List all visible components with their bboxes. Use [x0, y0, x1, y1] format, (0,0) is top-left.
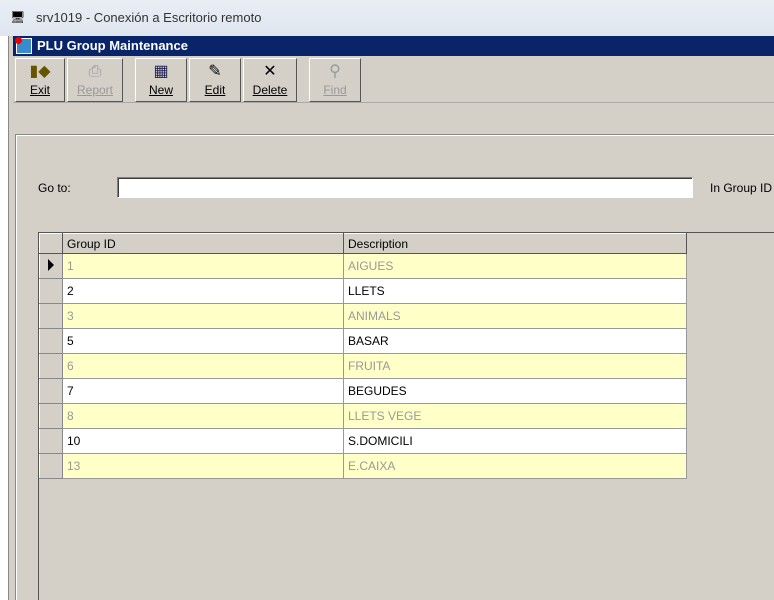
cell-group-id[interactable]: 3	[62, 303, 344, 329]
cell-group-id[interactable]: 8	[62, 403, 344, 429]
cell-group-id[interactable]: 1	[62, 253, 344, 279]
cell-description[interactable]: BASAR	[343, 328, 687, 354]
cell-description[interactable]: S.DOMICILI	[343, 428, 687, 454]
row-indicator[interactable]	[39, 253, 63, 279]
table-row[interactable]: 2 LLETS	[39, 278, 687, 304]
row-indicator[interactable]	[39, 403, 63, 429]
background-window-edge	[8, 36, 13, 600]
remote-desktop-icon: 🖥	[10, 10, 26, 24]
content-panel	[15, 134, 774, 600]
rdp-title: srv1019 - Conexión a Escritorio remoto	[36, 10, 262, 25]
row-indicator[interactable]	[39, 278, 63, 304]
plu-group-window: PLU Group Maintenance ▮◆ Exit ⎙ Report ▦ Ne…	[13, 36, 774, 600]
cell-description[interactable]: FRUITA	[343, 353, 687, 379]
delete-x-icon: ✕	[263, 63, 277, 80]
row-indicator[interactable]	[39, 353, 63, 379]
table-row[interactable]: 3 ANIMALS	[39, 303, 687, 329]
cell-group-id[interactable]: 5	[62, 328, 344, 354]
binoculars-icon: ⚲	[329, 63, 341, 80]
table-row[interactable]: 10 S.DOMICILI	[39, 428, 687, 454]
table-row[interactable]: 13 E.CAIXA	[39, 453, 687, 479]
in-group-id-label: In Group ID	[710, 181, 773, 195]
row-indicator[interactable]	[39, 428, 63, 454]
cell-description[interactable]: LLETS VEGE	[343, 403, 687, 429]
column-header-group-id[interactable]: Group ID	[62, 233, 344, 254]
goto-input[interactable]	[117, 177, 693, 198]
cell-description[interactable]: LLETS	[343, 278, 687, 304]
indicator-header	[39, 233, 63, 254]
row-indicator[interactable]	[39, 453, 63, 479]
rdp-title-bar: 🖥 srv1019 - Conexión a Escritorio remoto	[0, 0, 774, 36]
group-grid[interactable]: Group ID Description 1 AIGUES 2 LLETS 3 ANIMAL…	[38, 232, 774, 600]
cell-description[interactable]: AIGUES	[343, 253, 687, 279]
window-title-bar: PLU Group Maintenance	[13, 36, 774, 56]
cell-group-id[interactable]: 7	[62, 378, 344, 404]
cell-group-id[interactable]: 6	[62, 353, 344, 379]
find-button[interactable]: ⚲ Find	[309, 58, 361, 102]
table-row[interactable]: 7 BEGUDES	[39, 378, 687, 404]
row-indicator[interactable]	[39, 303, 63, 329]
printer-icon: ⎙	[88, 63, 102, 80]
app-icon	[15, 37, 32, 54]
exit-button[interactable]: ▮◆ Exit	[15, 58, 65, 102]
goto-label: Go to:	[38, 181, 71, 195]
row-indicator[interactable]	[39, 328, 63, 354]
table-row[interactable]: 6 FRUITA	[39, 353, 687, 379]
cell-description[interactable]: ANIMALS	[343, 303, 687, 329]
cell-description[interactable]: E.CAIXA	[343, 453, 687, 479]
delete-button[interactable]: ✕ Delete	[243, 58, 297, 102]
table-row[interactable]: 1 AIGUES	[39, 253, 687, 279]
table-row[interactable]: 8 LLETS VEGE	[39, 403, 687, 429]
exit-door-icon: ▮◆	[29, 63, 51, 80]
column-header-description[interactable]: Description	[343, 233, 687, 254]
table-row[interactable]: 5 BASAR	[39, 328, 687, 354]
edit-button[interactable]: ✎ Edit	[189, 58, 241, 102]
report-button[interactable]: ⎙ Report	[67, 58, 123, 102]
new-button[interactable]: ▦ New	[135, 58, 187, 102]
edit-icon: ✎	[208, 63, 222, 80]
window-title: PLU Group Maintenance	[37, 38, 188, 53]
new-record-icon: ▦	[153, 63, 169, 80]
cell-group-id[interactable]: 13	[62, 453, 344, 479]
toolbar-divider	[13, 102, 774, 103]
current-row-pointer-icon	[48, 258, 54, 271]
cell-group-id[interactable]: 2	[62, 278, 344, 304]
cell-group-id[interactable]: 10	[62, 428, 344, 454]
row-indicator[interactable]	[39, 378, 63, 404]
cell-description[interactable]: BEGUDES	[343, 378, 687, 404]
